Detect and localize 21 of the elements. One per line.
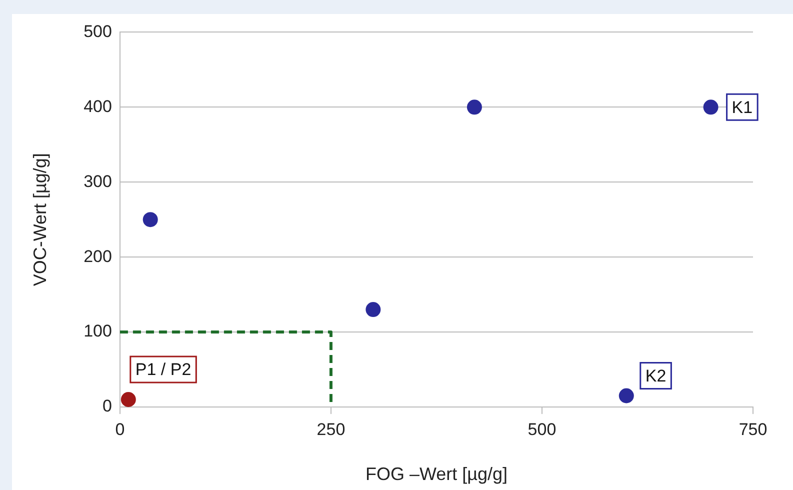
point — [366, 302, 381, 318]
x-axis-title: FOG –Wert [µg/g] — [365, 464, 508, 484]
y-tick-label: 100 — [84, 322, 112, 341]
y-tick-label: 0 — [102, 396, 112, 416]
x-tick-label: 500 — [528, 420, 556, 439]
x-tick-label: 250 — [316, 420, 346, 439]
point — [618, 388, 634, 404]
x-tick-label: 0 — [115, 420, 125, 439]
point — [703, 100, 718, 115]
annotation: P1 / P2 — [135, 360, 192, 380]
point — [466, 100, 482, 115]
x-tick-label: 750 — [738, 420, 768, 439]
annotation: K2 — [645, 366, 666, 386]
point — [142, 212, 158, 228]
y-tick-label: 500 — [84, 22, 112, 41]
y-tick-label: 200 — [84, 246, 112, 266]
annotation: K1 — [732, 98, 753, 117]
y-axis-title: VOC-Wert [µg/g] — [30, 153, 50, 286]
y-tick-label: 300 — [84, 172, 112, 191]
point — [120, 392, 136, 407]
y-tick-label: 400 — [84, 96, 112, 116]
